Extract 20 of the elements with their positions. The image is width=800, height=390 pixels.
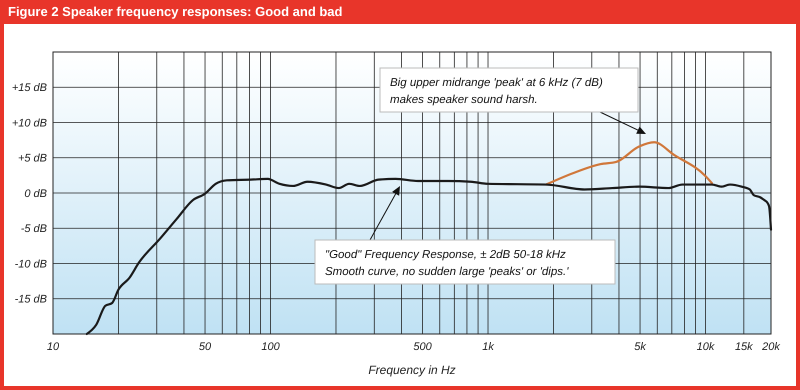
y-tick-label: 0 dB [24, 188, 47, 200]
x-tick-label: 20k [761, 341, 780, 353]
x-axis-title: Frequency in Hz [368, 363, 456, 377]
x-tick-label: 5k [634, 341, 646, 353]
annotation: "Good" Frequency Response, ± 2dB 50-18 kHz Smooth curve, no sudden large 'peaks' or 'dips.' [325, 249, 570, 278]
y-tick-label: -10 dB [14, 258, 47, 270]
y-tick-label: +15 dB [12, 82, 47, 94]
annotation: Big upper midrange 'peak' at 6 kHz (7 dB) makes speaker sound harsh. [390, 77, 603, 106]
x-tick-label: 10 [46, 341, 60, 353]
y-tick-label: +10 dB [12, 117, 47, 130]
x-tick-label: 15k [734, 341, 754, 353]
y-tick-label: +5 dB [18, 152, 47, 165]
x-tick-label: 100 [261, 341, 281, 353]
chart-title: Figure 2 Speaker frequency responses: Good and bad [8, 4, 343, 19]
x-tick-label: 10k [696, 341, 715, 353]
x-tick-label: 500 [413, 341, 433, 353]
x-tick-label: 50 [198, 341, 212, 353]
y-tick-label: -15 dB [14, 294, 47, 306]
y-tick-label: -5 dB [20, 223, 47, 236]
x-tick-label: 1k [482, 341, 494, 353]
